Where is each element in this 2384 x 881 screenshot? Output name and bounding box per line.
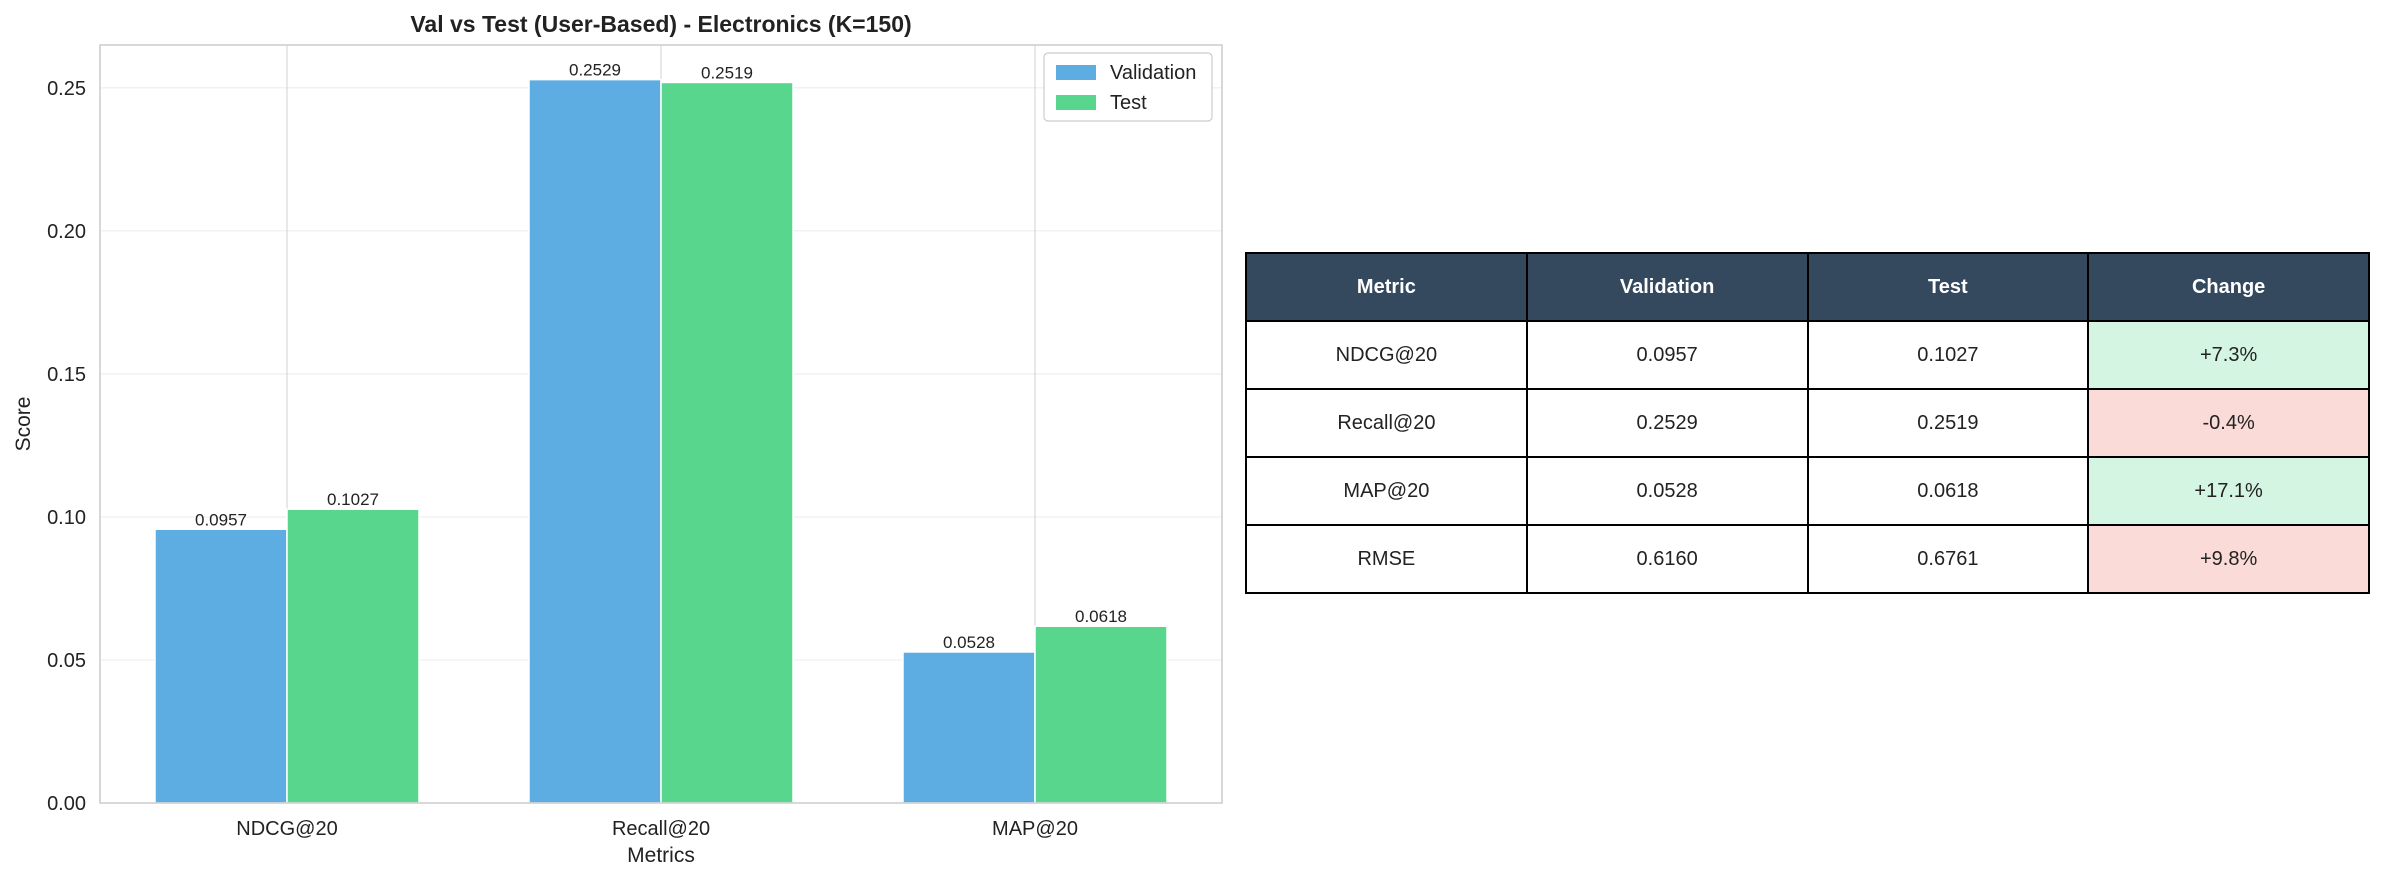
header-metric: Metric <box>1245 252 1528 322</box>
bar-validation-map-20 <box>902 651 1036 804</box>
table-row: RMSE 0.6160 0.6761 +9.8% <box>1245 524 2370 594</box>
data-labels: 0.0957 0.2529 0.0528 0.1027 0.2519 0.0618 <box>195 61 1127 652</box>
bar-validation-ndcg-20 <box>154 528 288 804</box>
y-tick-label: 0.10 <box>47 507 86 529</box>
bar-value-label: 0.0618 <box>1075 607 1127 626</box>
cell-metric: Recall@20 <box>1245 388 1528 458</box>
y-tick-label: 0.00 <box>47 793 86 815</box>
y-tick-label: 0.25 <box>47 78 86 100</box>
table-row: Recall@20 0.2529 0.2519 -0.4% <box>1245 388 2370 458</box>
legend-label: Test <box>1110 92 1147 114</box>
x-tick-label: NDCG@20 <box>236 818 337 840</box>
legend: Validation Test <box>1043 52 1213 122</box>
cell-test: 0.0618 <box>1806 456 2090 526</box>
y-tick-label: 0.15 <box>47 364 86 386</box>
cell-validation: 0.2529 <box>1525 388 1809 458</box>
cell-change: +17.1% <box>2087 456 2370 526</box>
cell-validation: 0.0957 <box>1525 320 1809 390</box>
y-tick-label: 0.20 <box>47 221 86 243</box>
y-axis: 0.00 0.05 0.10 0.15 0.20 0.25 <box>47 78 86 815</box>
cell-test: 0.6761 <box>1806 524 2090 594</box>
plot-frame <box>99 44 1223 804</box>
y-axis-label: Score <box>12 397 35 452</box>
legend-swatch <box>1056 95 1096 110</box>
cell-metric: NDCG@20 <box>1245 320 1528 390</box>
cell-validation: 0.0528 <box>1525 456 1809 526</box>
bar-value-label: 0.2519 <box>701 63 753 82</box>
bar-value-label: 0.1027 <box>327 490 379 509</box>
header-validation: Validation <box>1525 252 1809 322</box>
header-change: Change <box>2087 252 2370 322</box>
cell-metric: MAP@20 <box>1245 456 1528 526</box>
legend-label: Validation <box>1110 62 1196 84</box>
x-axis: NDCG@20 Recall@20 MAP@20 <box>236 818 1078 840</box>
bar-value-label: 0.0957 <box>195 510 247 529</box>
chart-title: Val vs Test (User-Based) - Electronics (… <box>410 11 911 37</box>
cell-test: 0.1027 <box>1806 320 2090 390</box>
y-tick-label: 0.05 <box>47 650 86 672</box>
x-tick-label: Recall@20 <box>612 818 710 840</box>
table-row: MAP@20 0.0528 0.0618 +17.1% <box>1245 456 2370 526</box>
legend-swatch <box>1056 65 1096 80</box>
table-row: NDCG@20 0.0957 0.1027 +7.3% <box>1245 320 2370 390</box>
bars <box>154 78 1168 804</box>
cell-validation: 0.6160 <box>1525 524 1809 594</box>
cell-change: -0.4% <box>2087 388 2370 458</box>
cell-change: +7.3% <box>2087 320 2370 390</box>
table-header-row: Metric Validation Test Change <box>1245 252 2370 322</box>
bar-validation-recall-20 <box>528 78 662 804</box>
x-tick-label: MAP@20 <box>992 818 1078 840</box>
bar-value-label: 0.0528 <box>943 633 995 652</box>
bar-chart: Val vs Test (User-Based) - Electronics (… <box>12 11 1223 867</box>
cell-metric: RMSE <box>1245 524 1528 594</box>
cell-test: 0.2519 <box>1806 388 2090 458</box>
bar-test-map-20 <box>1034 625 1168 804</box>
cell-change: +9.8% <box>2087 524 2370 594</box>
bar-value-label: 0.2529 <box>569 61 621 80</box>
bar-test-ndcg-20 <box>286 508 420 804</box>
x-axis-label: Metrics <box>627 844 695 867</box>
header-test: Test <box>1806 252 2090 322</box>
bar-test-recall-20 <box>660 81 794 804</box>
metrics-table: Metric Validation Test Change NDCG@20 0.… <box>1245 252 2370 594</box>
